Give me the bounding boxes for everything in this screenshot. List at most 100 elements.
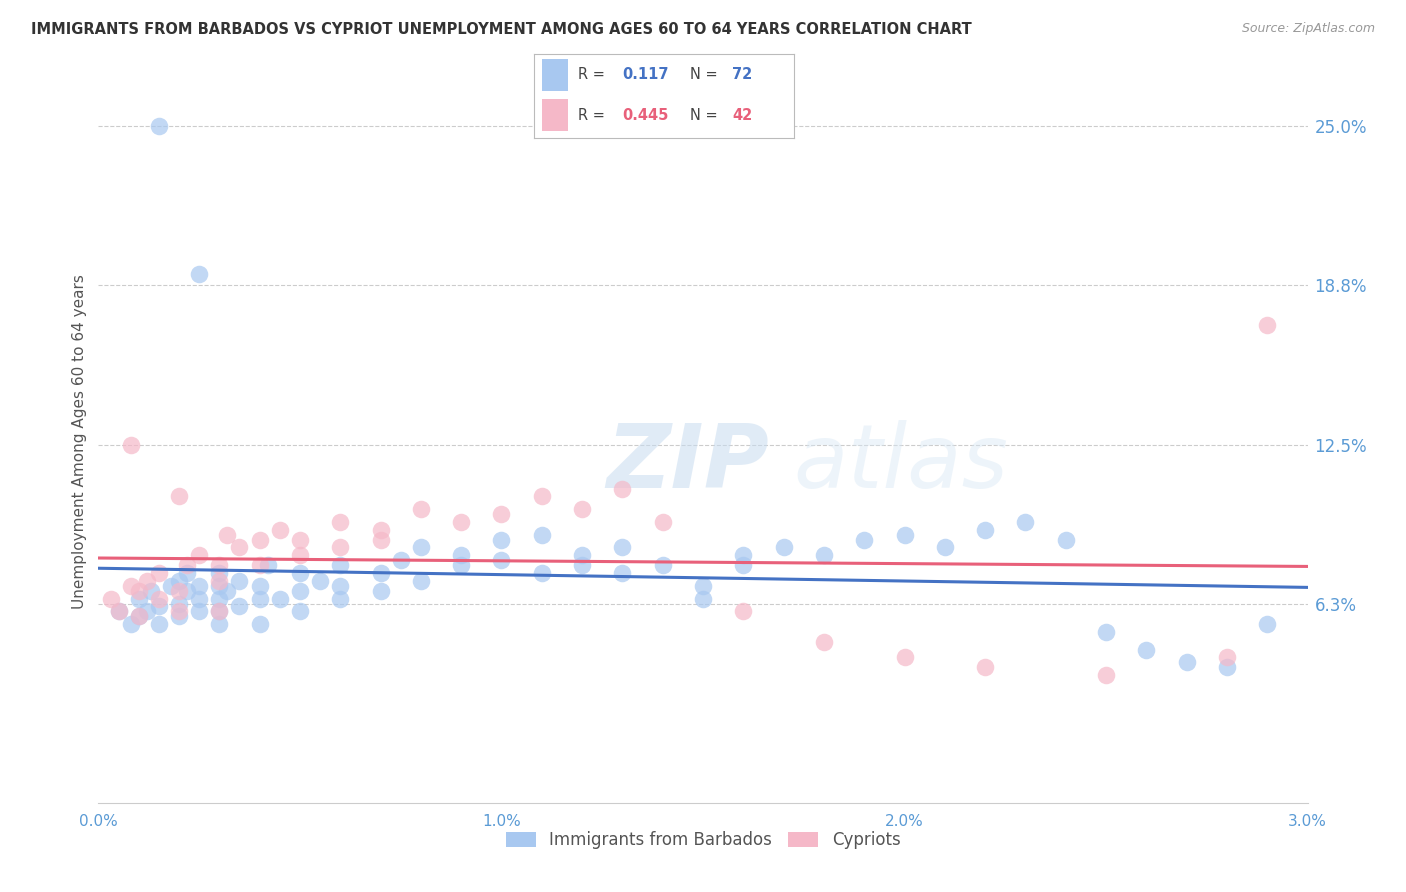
Legend: Immigrants from Barbados, Cypriots: Immigrants from Barbados, Cypriots <box>499 824 907 856</box>
Point <box>370 566 392 580</box>
Point <box>612 541 634 555</box>
Text: N =: N = <box>690 108 723 123</box>
Text: R =: R = <box>578 67 610 82</box>
Point <box>148 591 170 606</box>
Point <box>733 604 755 618</box>
Point <box>208 604 231 618</box>
Point <box>530 490 553 504</box>
Point <box>288 533 311 547</box>
Point <box>370 533 392 547</box>
Point <box>176 566 198 580</box>
Point <box>188 604 211 618</box>
Point <box>167 609 190 624</box>
Point <box>450 548 472 562</box>
Point <box>188 268 211 282</box>
Point <box>167 597 190 611</box>
Point <box>692 591 714 606</box>
Point <box>249 533 271 547</box>
Point <box>450 515 472 529</box>
Point <box>249 617 271 632</box>
Point <box>813 548 835 562</box>
Point <box>107 604 129 618</box>
Point <box>208 579 231 593</box>
Point <box>893 527 915 541</box>
Point <box>329 579 352 593</box>
Point <box>370 583 392 598</box>
Point <box>176 583 198 598</box>
Point <box>135 604 157 618</box>
Point <box>160 579 183 593</box>
Text: 72: 72 <box>733 67 752 82</box>
Point <box>167 490 190 504</box>
Point <box>249 579 271 593</box>
Point <box>208 591 231 606</box>
Point <box>692 579 714 593</box>
Text: 0.445: 0.445 <box>623 108 669 123</box>
Point <box>853 533 876 547</box>
Text: IMMIGRANTS FROM BARBADOS VS CYPRIOT UNEMPLOYMENT AMONG AGES 60 TO 64 YEARS CORRE: IMMIGRANTS FROM BARBADOS VS CYPRIOT UNEM… <box>31 22 972 37</box>
Point <box>1216 660 1239 674</box>
Point <box>813 635 835 649</box>
Point <box>120 438 142 452</box>
Point <box>571 558 593 573</box>
Point <box>571 502 593 516</box>
Point <box>409 574 432 588</box>
Point <box>733 548 755 562</box>
Point <box>208 604 231 618</box>
Point <box>491 508 513 522</box>
Point <box>148 566 170 580</box>
Point <box>329 541 352 555</box>
Point <box>370 523 392 537</box>
Point <box>288 548 311 562</box>
Point <box>148 599 170 614</box>
Text: 0.117: 0.117 <box>623 67 669 82</box>
Point <box>934 541 956 555</box>
Point <box>228 599 250 614</box>
Point <box>530 566 553 580</box>
Point <box>772 541 794 555</box>
Point <box>491 553 513 567</box>
Point <box>1054 533 1077 547</box>
Bar <box>543 59 568 91</box>
Point <box>128 583 150 598</box>
Point <box>288 566 311 580</box>
Point <box>128 591 150 606</box>
Point <box>288 583 311 598</box>
Point <box>208 617 231 632</box>
Point <box>329 591 352 606</box>
Text: Source: ZipAtlas.com: Source: ZipAtlas.com <box>1241 22 1375 36</box>
Point <box>208 558 231 573</box>
Point <box>1135 642 1157 657</box>
Point <box>389 553 412 567</box>
Point <box>208 566 231 580</box>
Point <box>1175 656 1198 670</box>
Point <box>450 558 472 573</box>
Point <box>893 650 915 665</box>
Point <box>120 617 142 632</box>
Point <box>269 523 291 537</box>
Point <box>176 558 198 573</box>
Point <box>107 604 129 618</box>
Point <box>167 583 190 598</box>
Point <box>148 617 170 632</box>
Point <box>288 604 311 618</box>
Bar <box>543 99 568 131</box>
Point <box>1095 668 1118 682</box>
Point <box>612 482 634 496</box>
Point <box>167 604 190 618</box>
Text: atlas: atlas <box>793 420 1008 507</box>
Point <box>167 574 190 588</box>
Point <box>530 527 553 541</box>
Point <box>409 541 432 555</box>
Point <box>974 523 997 537</box>
Text: ZIP: ZIP <box>606 420 769 507</box>
Point <box>651 515 673 529</box>
Point <box>139 583 162 598</box>
Text: R =: R = <box>578 108 610 123</box>
Point <box>208 574 231 588</box>
Point <box>491 533 513 547</box>
Point <box>188 579 211 593</box>
Point <box>733 558 755 573</box>
Point <box>1216 650 1239 665</box>
Point <box>256 558 278 573</box>
